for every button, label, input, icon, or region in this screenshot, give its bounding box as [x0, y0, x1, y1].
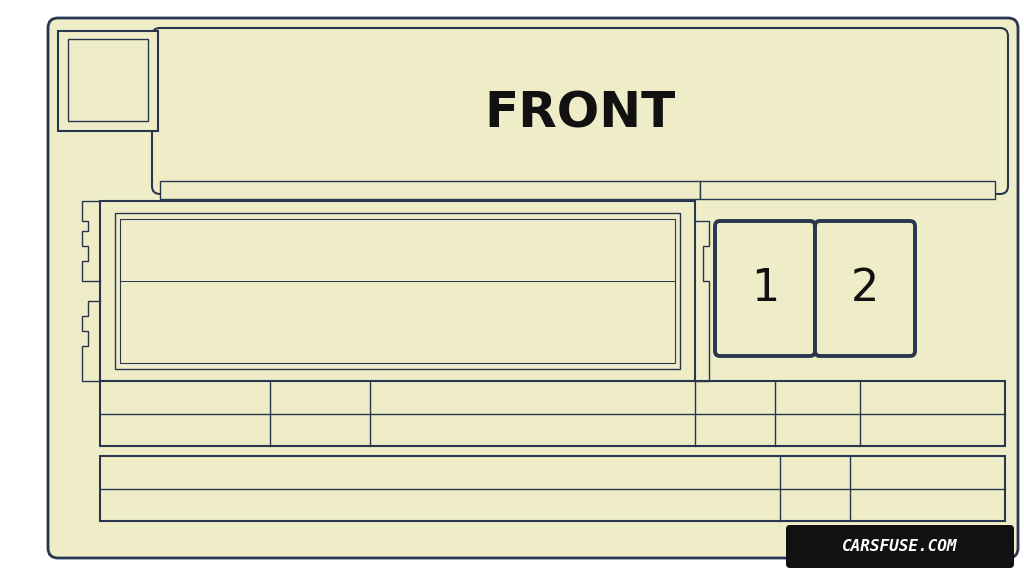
Bar	[160, 181, 700, 199]
Text: CARSFUSE.COM: CARSFUSE.COM	[843, 539, 957, 554]
Bar	[700, 181, 995, 199]
Bar	[100, 456, 1005, 521]
Text: FRONT: FRONT	[484, 90, 676, 138]
FancyBboxPatch shape	[152, 28, 1008, 194]
Bar	[115, 213, 680, 369]
Text: 2: 2	[851, 267, 880, 310]
Bar	[68, 39, 148, 121]
Bar	[120, 219, 675, 363]
FancyBboxPatch shape	[815, 221, 915, 356]
Bar	[58, 31, 158, 131]
FancyBboxPatch shape	[786, 525, 1014, 568]
Bar	[100, 201, 695, 381]
FancyBboxPatch shape	[48, 18, 1018, 558]
Bar	[100, 381, 1005, 446]
Text: 1: 1	[751, 267, 779, 310]
FancyBboxPatch shape	[715, 221, 815, 356]
